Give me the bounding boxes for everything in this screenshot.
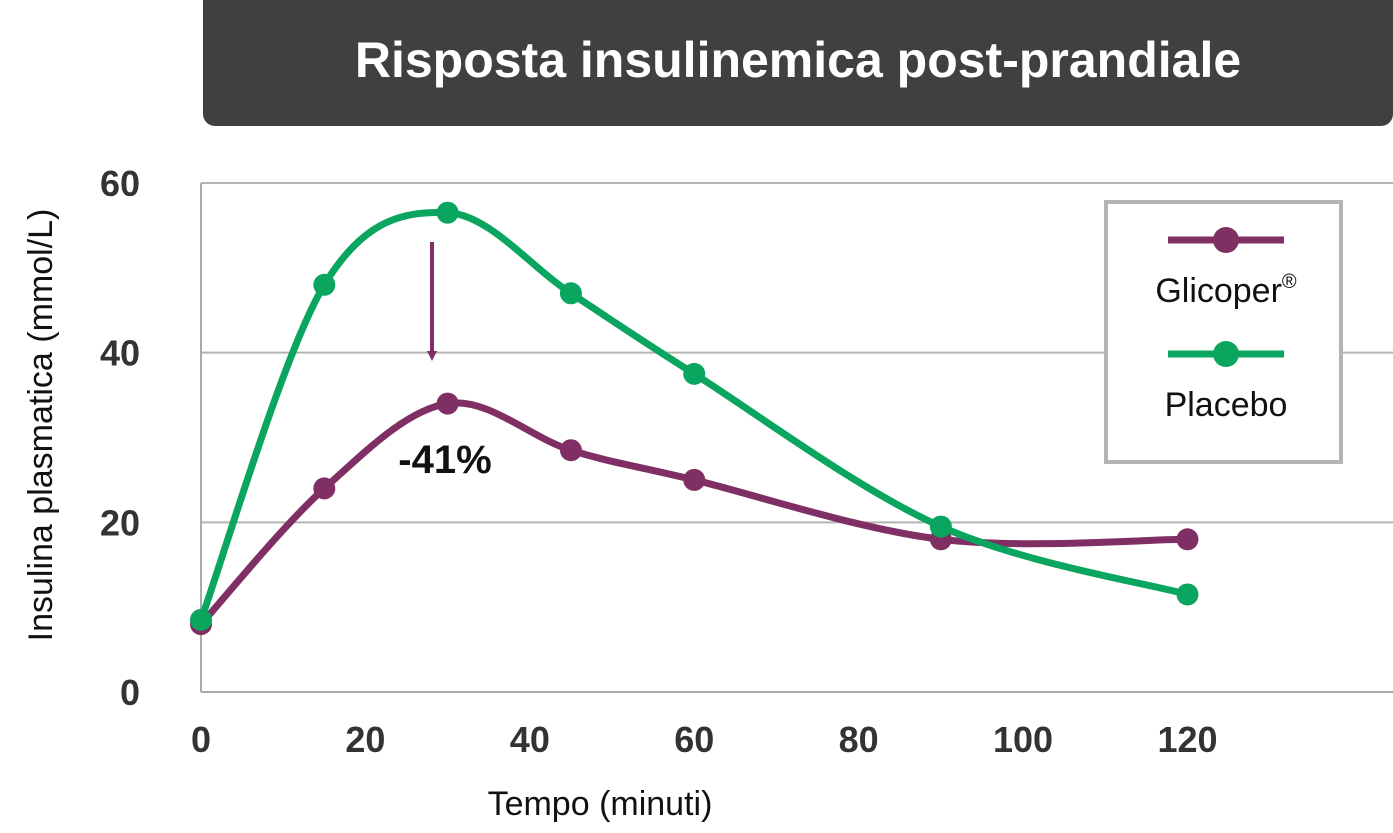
x-axis-label: Tempo (minuti) [488,785,713,823]
x-tick-label: 20 [345,719,385,760]
legend-marker [1213,227,1239,253]
legend-label: Glicoper® [1155,271,1297,310]
series-line [197,209,1191,624]
data-point [436,392,459,415]
reduction-annotation: -41% [398,438,491,482]
x-tick-label: 40 [510,719,550,760]
legend: Glicoper® Placebo [1104,200,1343,464]
legend-marker [1213,341,1239,367]
x-tick-label: 100 [993,719,1053,760]
x-tick-label: 120 [1157,719,1217,760]
data-point [313,273,336,296]
y-tick-label: 20 [100,502,140,543]
data-point [1176,583,1199,606]
chart-title-banner: Risposta insulinemica post-prandiale [203,0,1393,126]
data-point [559,282,582,305]
chart-title: Risposta insulinemica post-prandiale [354,32,1242,88]
data-point [313,477,336,500]
x-tick-label: 60 [674,719,714,760]
x-tick-label: 0 [191,719,211,760]
x-tick-label: 80 [839,719,879,760]
series-layer [190,201,1199,636]
series-line [197,399,1191,628]
y-axis-label: Insulina plasmatica (mmol/L) [22,209,60,642]
data-point [929,515,952,538]
y-tick-label: 60 [100,163,140,204]
data-point [190,608,212,631]
data-point [436,201,459,224]
x-tick-labels: 0 20 40 60 80 100 120 [191,719,1218,760]
legend-label: Placebo [1165,386,1288,424]
series-placebo [190,201,1199,631]
data-point [683,362,706,385]
data-point [559,439,582,462]
data-point [683,468,706,491]
y-tick-labels: 0 20 40 60 [100,163,140,713]
y-tick-label: 40 [100,333,140,374]
series-glicoper [190,392,1199,636]
data-point [1176,528,1199,551]
y-tick-label: 0 [120,672,140,713]
